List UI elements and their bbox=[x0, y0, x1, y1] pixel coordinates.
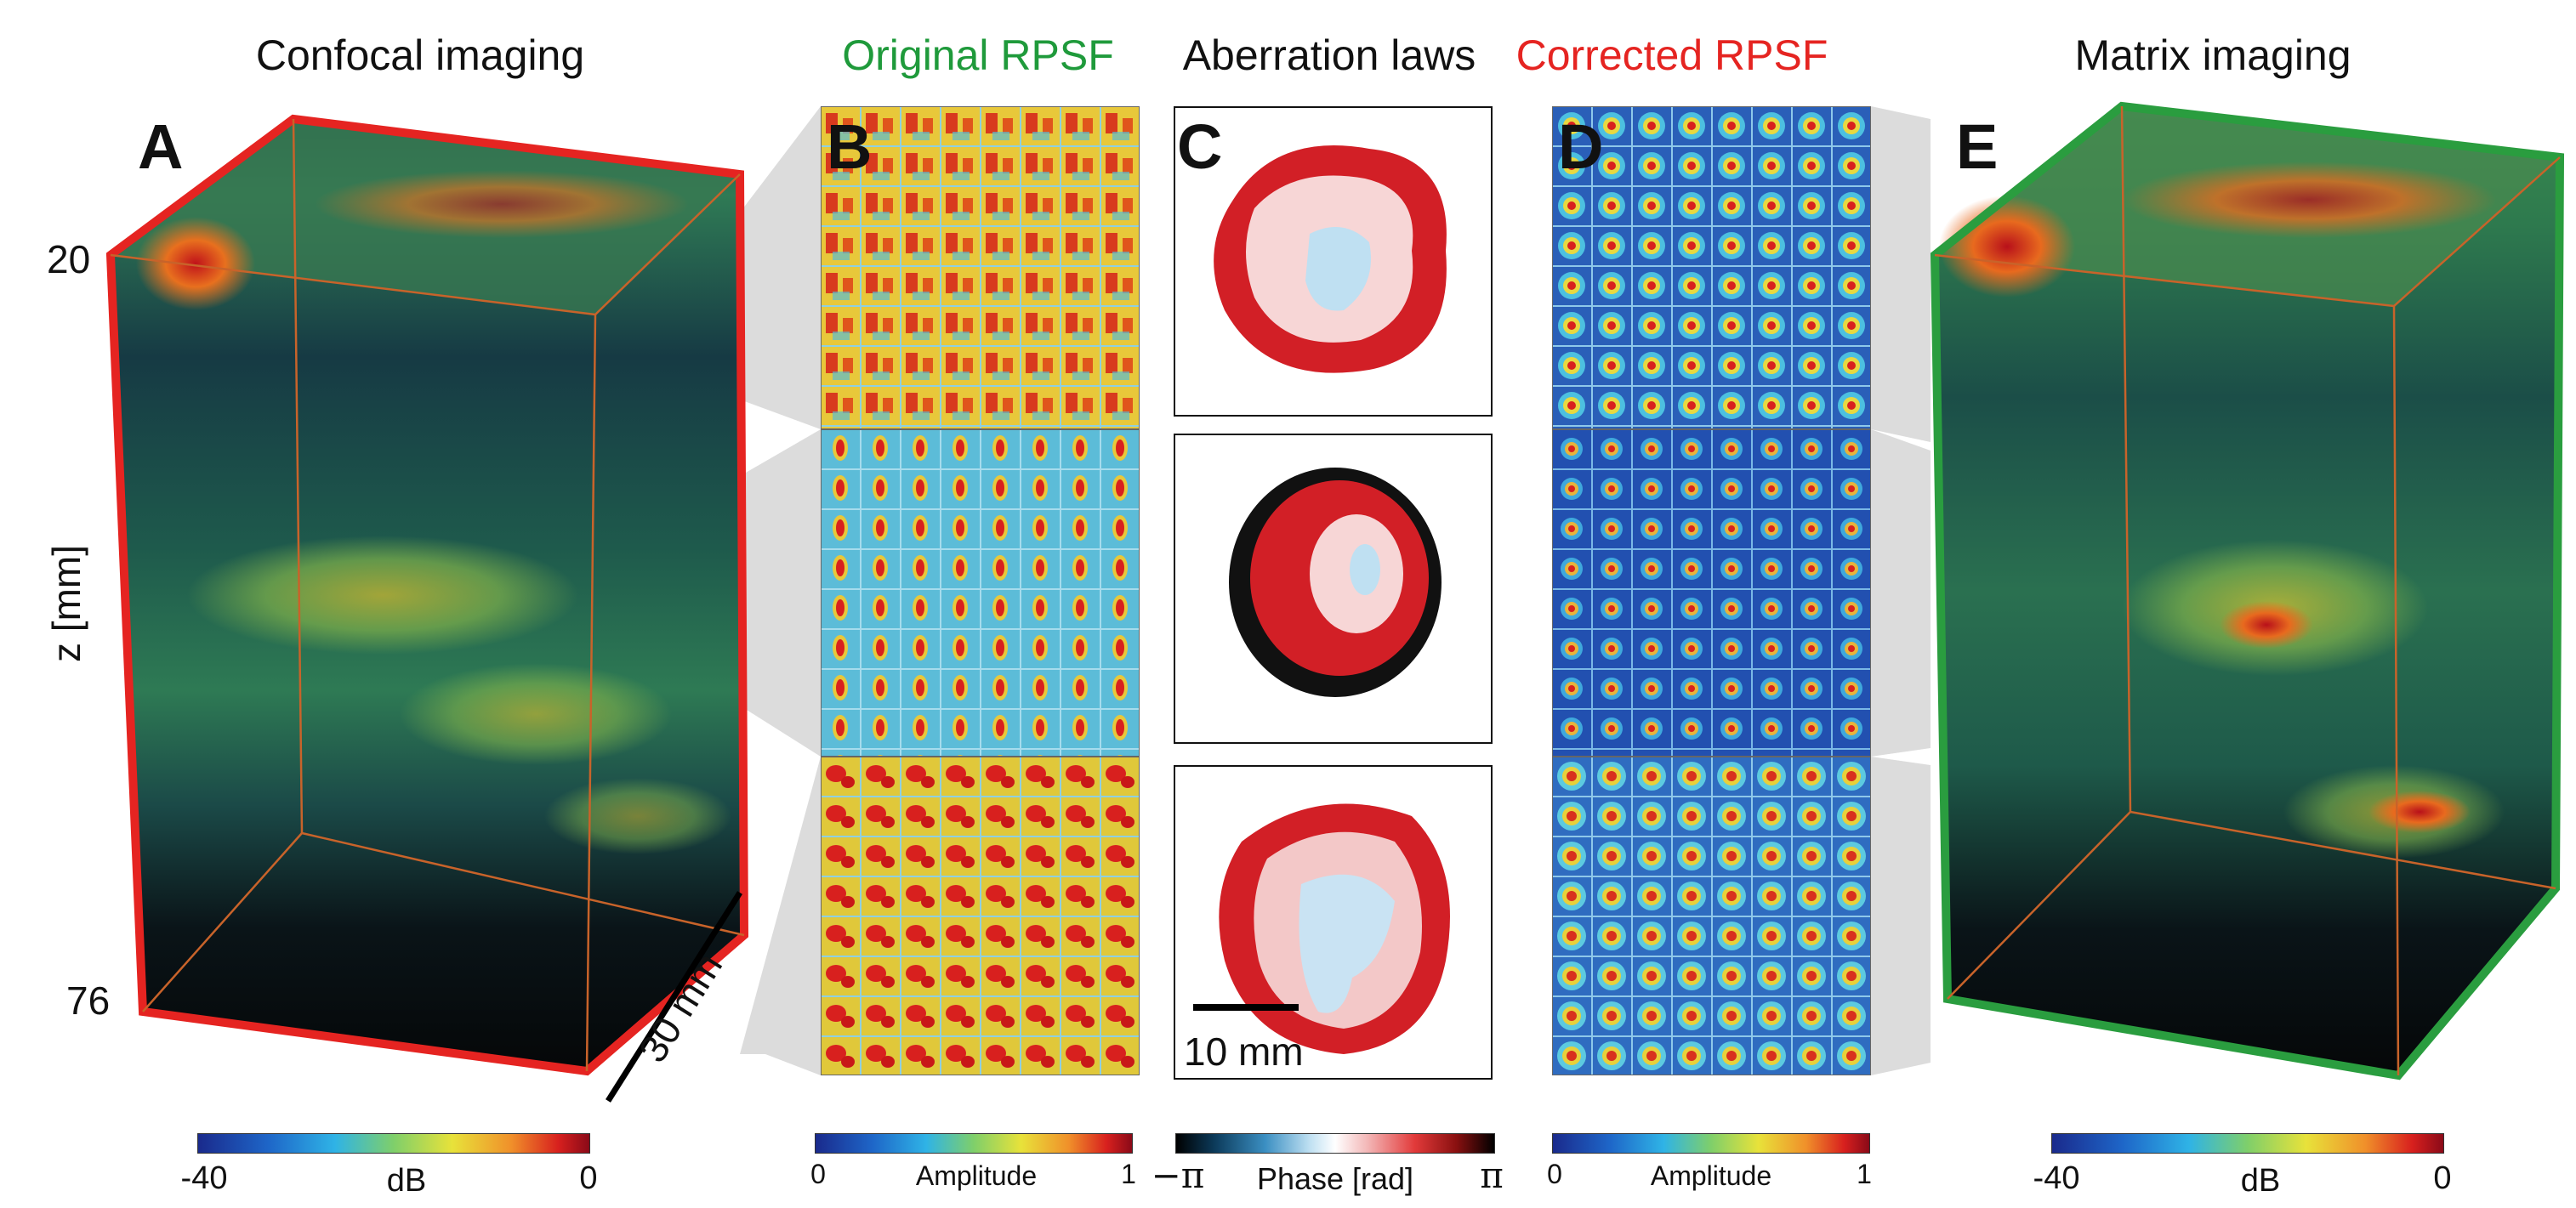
corrected-rpsf-matrix-middle bbox=[1552, 429, 1871, 757]
colorbar-e-mid: dB bbox=[2240, 1163, 2281, 1199]
z-top-tick: 20 bbox=[47, 237, 91, 281]
colorbar-a-mid: dB bbox=[386, 1163, 427, 1199]
depth-scale-line bbox=[606, 891, 742, 1103]
panel-b-letter: B bbox=[827, 111, 873, 182]
original-rpsf-matrix-middle bbox=[821, 429, 1140, 757]
scale-bar-label: 10 mm bbox=[1184, 1029, 1304, 1074]
corrected-rpsf-matrix-top bbox=[1552, 106, 1871, 429]
colorbar-d bbox=[1552, 1133, 1870, 1154]
corrected-rpsf-matrix-bottom bbox=[1552, 757, 1871, 1075]
colorbar-e-max: 0 bbox=[2433, 1160, 2452, 1196]
colorbar-d-min: 0 bbox=[1547, 1159, 1562, 1189]
colorbar-c-mid: Phase [rad] bbox=[1256, 1161, 1414, 1196]
panel-a-title: Confocal imaging bbox=[255, 31, 585, 79]
z-bottom-tick: 76 bbox=[66, 978, 111, 1023]
matrix-volume bbox=[1930, 101, 2565, 1080]
colorbar-e-min: -40 bbox=[2033, 1160, 2080, 1196]
colorbar-a bbox=[197, 1133, 590, 1154]
colorbar-c-max: π bbox=[1480, 1154, 1504, 1196]
colorbar-a-min: -40 bbox=[180, 1160, 228, 1196]
panel-c-letter: C bbox=[1177, 111, 1223, 182]
scale-bar bbox=[1193, 1004, 1299, 1011]
aberration-law-middle bbox=[1174, 434, 1493, 744]
colorbar-c-min: −π bbox=[1151, 1154, 1205, 1196]
panel-e-title: Matrix imaging bbox=[2074, 31, 2351, 79]
colorbar-e bbox=[2051, 1133, 2444, 1154]
colorbar-d-max: 1 bbox=[1857, 1159, 1872, 1189]
colorbar-b-min: 0 bbox=[810, 1159, 826, 1189]
aberration-law-bottom bbox=[1174, 765, 1493, 1080]
colorbar-d-mid: Amplitude bbox=[1650, 1160, 1772, 1191]
confocal-volume bbox=[105, 114, 749, 1076]
colorbar-b-max: 1 bbox=[1121, 1159, 1136, 1189]
panel-c-title: Aberration laws bbox=[1182, 31, 1476, 79]
panel-d-letter: D bbox=[1558, 111, 1604, 182]
panel-b-title: Original RPSF bbox=[842, 31, 1114, 79]
colorbar-c bbox=[1175, 1133, 1495, 1154]
original-rpsf-matrix-top bbox=[821, 106, 1140, 429]
colorbar-b bbox=[815, 1133, 1133, 1154]
z-axis-label: z [mm] bbox=[44, 545, 88, 662]
colorbar-a-max: 0 bbox=[579, 1160, 598, 1196]
aberration-law-top bbox=[1174, 106, 1493, 417]
original-rpsf-matrix-bottom bbox=[821, 757, 1140, 1075]
panel-a-letter: A bbox=[138, 111, 184, 182]
colorbar-b-mid: Amplitude bbox=[915, 1160, 1038, 1191]
panel-e-letter: E bbox=[1956, 111, 1999, 182]
panel-d-title: Corrected RPSF bbox=[1515, 31, 1828, 79]
